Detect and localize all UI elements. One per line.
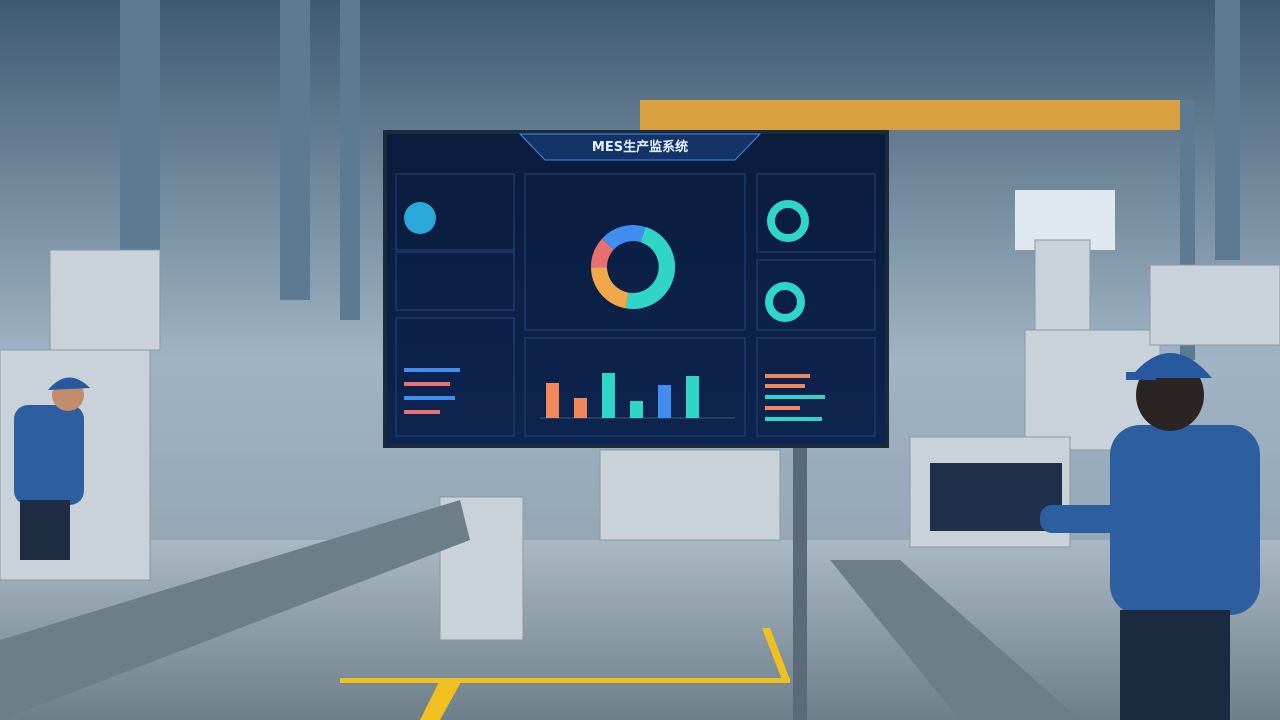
donut-segment (591, 267, 629, 309)
floor-lines (340, 628, 790, 720)
bar (546, 383, 559, 418)
dashboard-screen: MES生产监系统 (383, 130, 889, 448)
crane-beam (640, 100, 1180, 130)
donut-segment (602, 225, 646, 250)
conveyors (0, 500, 1080, 720)
bar (602, 373, 615, 418)
bar (574, 398, 587, 418)
bar (658, 385, 671, 418)
screen-stand (793, 448, 807, 720)
donut-segment (590, 238, 614, 268)
pipes (120, 0, 1240, 360)
panels (395, 173, 876, 437)
bar (630, 401, 643, 418)
progress-bars (404, 368, 825, 421)
worker-right (1040, 353, 1260, 720)
dashboard-title: MES生产监系统 (592, 139, 688, 155)
donut-segment (625, 226, 676, 310)
kpi-circle (404, 202, 436, 234)
title-frame (518, 133, 762, 161)
bar (686, 376, 699, 418)
screen-display (387, 134, 885, 444)
mini-donuts (765, 200, 809, 322)
worker-left (14, 377, 90, 560)
